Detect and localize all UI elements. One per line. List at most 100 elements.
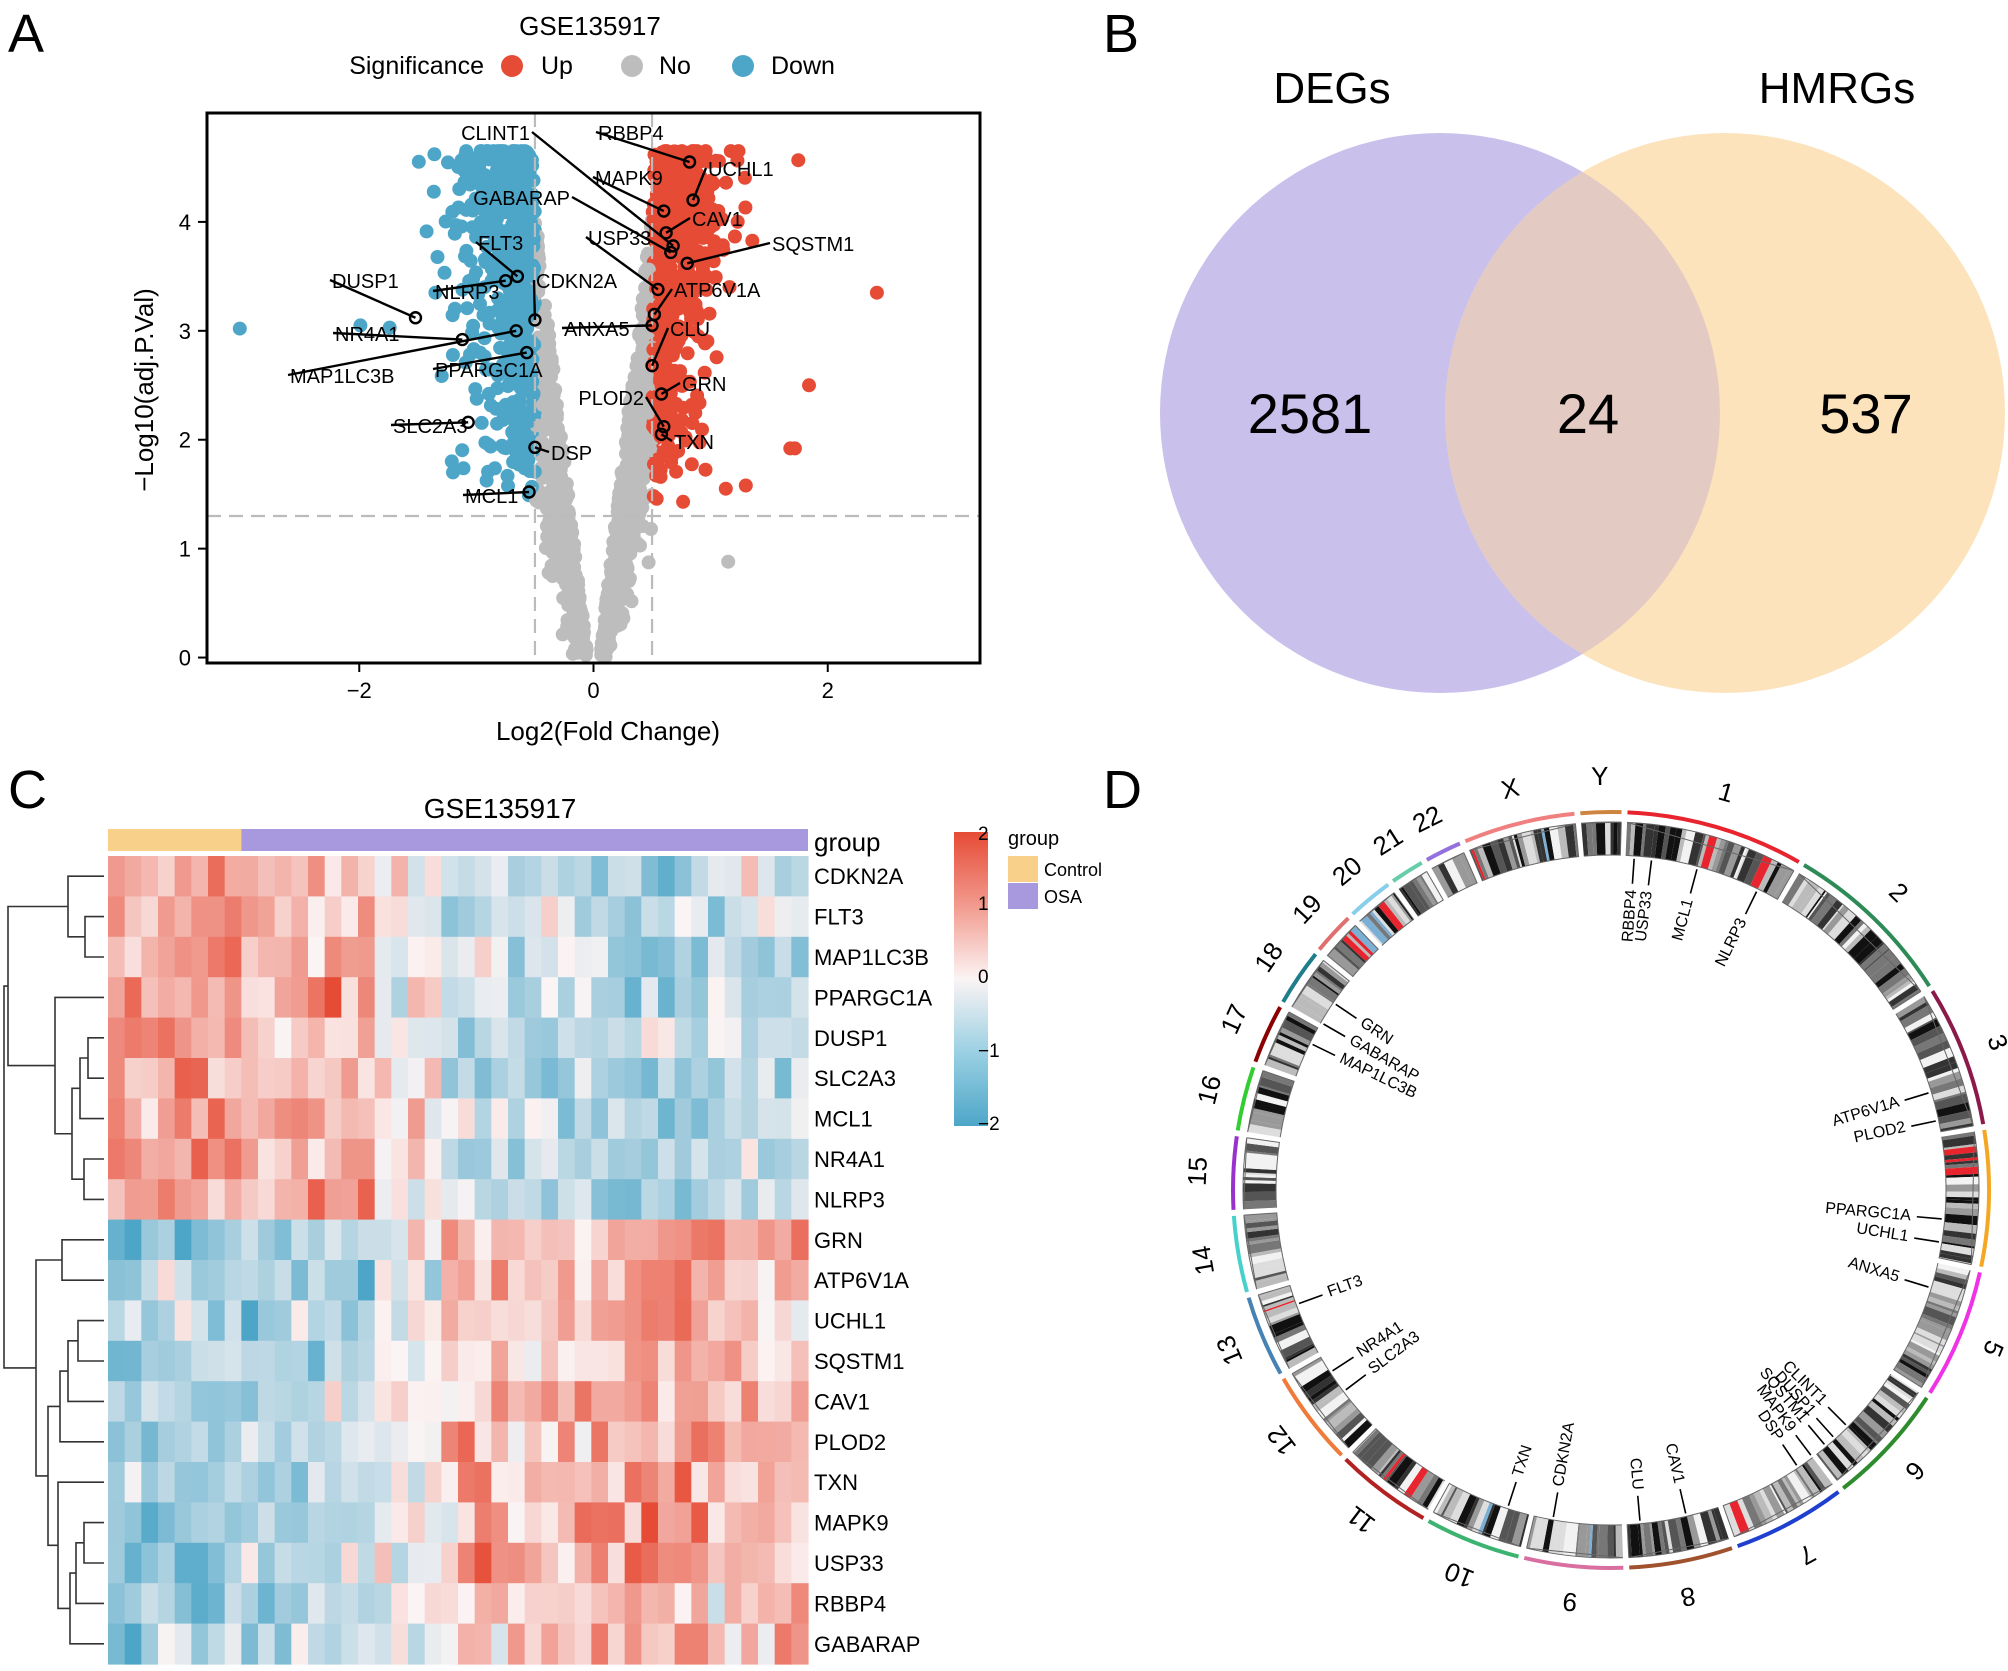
- ideogram-band: [1328, 948, 1359, 976]
- volcano-point: [437, 265, 452, 280]
- heatmap-cell: [374, 1502, 392, 1544]
- ideogram-band: [1925, 1302, 1958, 1318]
- volcano-point: [544, 412, 559, 427]
- heatmap-cell: [774, 896, 792, 938]
- heatmap-cell: [308, 1098, 326, 1140]
- gene-label-connector: [592, 175, 665, 213]
- ideogram-band: [1352, 1428, 1377, 1453]
- volcano-point: [449, 218, 464, 233]
- heatmap-cell: [474, 1017, 492, 1059]
- ideogram-band: [1287, 1011, 1318, 1032]
- ideogram-band: [1926, 1300, 1959, 1315]
- gene-label-connector: [390, 421, 469, 427]
- volcano-point: [495, 309, 510, 324]
- heatmap-cell: [708, 1179, 726, 1221]
- heatmap-cell: [158, 977, 176, 1019]
- volcano-point: [601, 630, 616, 645]
- heatmap-cell: [358, 1381, 376, 1423]
- heatmap-cell: [274, 1017, 292, 1059]
- ideogram-band: [1243, 1168, 1277, 1174]
- circos-gene-label: PLOD2: [1852, 1119, 1907, 1147]
- ideogram-band: [1945, 1181, 1979, 1185]
- heatmap-cell: [708, 1300, 726, 1342]
- ideogram-outline: [1352, 1427, 1445, 1510]
- ideogram-band: [1942, 1135, 1977, 1149]
- heatmap-cell: [324, 1058, 342, 1099]
- heatmap-cell: [774, 1179, 792, 1221]
- ideogram-band: [1271, 1041, 1305, 1060]
- volcano-point: [628, 373, 643, 388]
- ideogram-band: [1554, 1520, 1565, 1555]
- ideogram-band: [1536, 828, 1548, 862]
- heatmap-cell: [674, 1260, 692, 1301]
- volcano-point: [667, 156, 682, 171]
- heatmap-cell: [208, 1462, 226, 1503]
- ideogram-band: [1718, 841, 1735, 875]
- ideogram-band: [1529, 1516, 1542, 1550]
- heatmap-cell: [724, 896, 742, 938]
- heatmap-cell: [291, 1300, 309, 1342]
- heatmap-cell: [591, 1098, 609, 1140]
- ideogram-band: [1245, 1228, 1279, 1239]
- ideogram-band: [1390, 893, 1413, 922]
- volcano-point: [869, 285, 884, 300]
- heatmap-cell: [591, 1583, 609, 1625]
- ideogram-band: [1258, 1287, 1292, 1302]
- ideogram-band: [1927, 1067, 1960, 1082]
- heatmap-cell: [524, 1421, 542, 1463]
- volcano-point: [542, 464, 557, 479]
- heatmap-cell: [208, 1179, 226, 1221]
- heatmap-cell: [491, 1300, 509, 1342]
- volcano-point: [635, 519, 650, 534]
- heatmap-cell: [141, 1179, 159, 1221]
- heatmap-cell: [441, 1300, 459, 1342]
- heatmap-cell: [408, 1381, 426, 1423]
- volcano-point: [474, 217, 488, 232]
- heatmap-cell: [691, 856, 709, 897]
- ideogram-band: [1347, 930, 1374, 956]
- heatmap-cell: [574, 1179, 592, 1221]
- heatmap-cell: [458, 1623, 476, 1665]
- ideogram-outline: [1398, 871, 1444, 917]
- chromosome-label: 17: [1214, 1000, 1253, 1039]
- ideogram-band: [1939, 1117, 1973, 1130]
- heatmap-cell: [758, 1300, 776, 1342]
- heatmap-cell: [158, 1340, 176, 1382]
- ideogram-outline: [1257, 1284, 1319, 1369]
- gene-tick: [1904, 1278, 1929, 1288]
- heatmap-cell: [191, 1300, 209, 1342]
- ideogram-band: [1542, 1519, 1554, 1553]
- heatmap-cell: [291, 1138, 309, 1180]
- heatmap-cell: [574, 1300, 592, 1342]
- ideogram-band: [1279, 1336, 1314, 1359]
- heatmap-cell: [458, 896, 476, 938]
- ideogram-band: [1310, 1382, 1340, 1406]
- ideogram-band: [1266, 1307, 1299, 1324]
- heatmap-cell: [124, 1058, 142, 1099]
- ideogram-band: [1276, 1329, 1308, 1346]
- heatmap-cell: [458, 1017, 476, 1059]
- volcano-point: [553, 454, 568, 469]
- volcano-point: [695, 422, 709, 437]
- heatmap-cell: [608, 1381, 626, 1423]
- ideogram-band: [1433, 1483, 1452, 1514]
- ideogram-band: [1707, 837, 1722, 871]
- volcano-point: [684, 307, 699, 322]
- ideogram-band: [1260, 1070, 1295, 1087]
- heatmap-cell: [158, 1421, 176, 1463]
- heatmap-cell: [524, 936, 542, 978]
- volcano-point: [446, 465, 460, 480]
- heatmap-cell: [774, 936, 792, 978]
- volcano-point: [669, 396, 684, 411]
- heatmap-cell: [341, 1260, 359, 1301]
- heatmap-cell: [724, 1502, 742, 1544]
- ideogram-band: [1711, 838, 1726, 872]
- heatmap-cell: [458, 936, 476, 978]
- heatmap-cell: [424, 1623, 442, 1665]
- heatmap-row-label: NR4A1: [814, 1147, 885, 1172]
- ideogram-band: [1713, 1507, 1729, 1541]
- gene-tick: [1827, 1406, 1847, 1426]
- volcano-point: [673, 364, 688, 379]
- ideogram-band: [1437, 862, 1459, 895]
- gene-tick: [1345, 1374, 1367, 1391]
